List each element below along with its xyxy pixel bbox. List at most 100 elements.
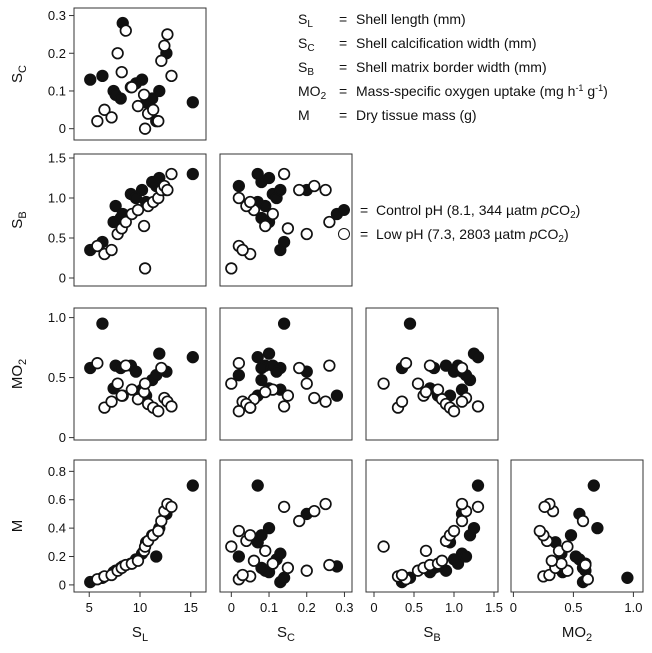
point-low-ph bbox=[119, 215, 132, 229]
panel-m-vs-mo2: 0 0.5 1.0 bbox=[510, 459, 644, 615]
point-low-ph bbox=[244, 401, 257, 414]
x-tick-label: 0.2 bbox=[298, 600, 316, 615]
y-tick-label: 0.4 bbox=[48, 521, 66, 536]
x-tick-label: 1.5 bbox=[485, 600, 503, 615]
panel-m-vs-sb: 0 0.5 1.0 1.5 bbox=[365, 459, 503, 615]
point-low-ph bbox=[147, 103, 160, 116]
point-low-ph bbox=[152, 524, 165, 538]
point-low-ph bbox=[232, 357, 246, 370]
point-low-ph bbox=[281, 561, 295, 575]
point-control bbox=[621, 571, 634, 584]
y-tick-label: 0.8 bbox=[48, 464, 66, 479]
point-control bbox=[262, 171, 276, 185]
point-low-ph bbox=[155, 54, 168, 67]
point-low-ph bbox=[161, 28, 174, 41]
point-low-ph bbox=[232, 405, 246, 418]
point-control bbox=[255, 561, 268, 575]
y-tick-label: 0 bbox=[59, 121, 66, 136]
point-low-ph bbox=[300, 564, 313, 577]
point-low-ph bbox=[225, 262, 238, 275]
point-control bbox=[186, 167, 199, 181]
legend-equals: = bbox=[360, 202, 369, 218]
x-tick-label: 0 bbox=[370, 600, 377, 615]
point-low-ph bbox=[455, 395, 469, 408]
point-control bbox=[471, 479, 485, 492]
y-tick-label: 0 bbox=[59, 271, 66, 286]
panel-mo2-vs-sc bbox=[219, 307, 353, 441]
point-low-ph bbox=[323, 558, 336, 572]
point-low-ph bbox=[225, 377, 238, 390]
point-low-ph bbox=[471, 400, 485, 413]
point-low-ph bbox=[137, 88, 151, 101]
point-low-ph bbox=[266, 557, 279, 570]
point-control bbox=[251, 479, 264, 492]
x-tick-label: 0.5 bbox=[564, 600, 582, 615]
point-low-ph bbox=[319, 183, 332, 197]
point-low-ph bbox=[377, 540, 390, 553]
y-axis-title-mo2: MO2 bbox=[9, 359, 29, 389]
definition-equals: = bbox=[339, 107, 348, 123]
point-low-ph bbox=[533, 524, 546, 538]
point-low-ph bbox=[281, 389, 295, 402]
point-low-ph bbox=[308, 504, 321, 518]
point-low-ph bbox=[319, 395, 332, 408]
point-low-ph bbox=[158, 39, 171, 52]
point-low-ph bbox=[91, 357, 104, 370]
point-low-ph bbox=[300, 227, 313, 241]
y-tick-label: 1.0 bbox=[48, 310, 66, 325]
definition-equals: = bbox=[339, 59, 348, 75]
definition-symbol: SL bbox=[298, 11, 313, 30]
point-control bbox=[270, 365, 283, 378]
y-tick-label: 0.5 bbox=[48, 231, 66, 246]
point-control bbox=[232, 550, 246, 563]
point-low-ph bbox=[165, 69, 178, 83]
definition-text: Shell length (mm) bbox=[356, 11, 466, 27]
point-low-ph bbox=[377, 377, 390, 390]
point-control bbox=[403, 317, 417, 330]
point-low-ph bbox=[300, 377, 313, 390]
y-tick-label: 0.5 bbox=[48, 370, 66, 385]
point-low-ph bbox=[581, 573, 594, 586]
y-tick-label: 1.0 bbox=[48, 191, 66, 206]
panel-frame bbox=[365, 307, 499, 441]
point-low-ph bbox=[319, 497, 332, 511]
point-low-ph bbox=[111, 47, 124, 60]
point-low-ph bbox=[259, 544, 272, 557]
point-low-ph bbox=[165, 167, 178, 181]
y-axis-title-m: M bbox=[9, 520, 26, 533]
point-low-ph bbox=[165, 500, 178, 513]
point-low-ph bbox=[395, 395, 409, 408]
treatment-legend: = Control pH (8.1, 344 µatm pCO2) = Low pH … bbox=[338, 199, 650, 245]
point-low-ph bbox=[447, 524, 461, 538]
point-control bbox=[274, 547, 287, 560]
legend-label: Control pH (8.1, 344 µatm pCO2) bbox=[376, 202, 581, 221]
point-low-ph bbox=[323, 215, 336, 229]
point-low-ph bbox=[105, 243, 118, 257]
point-low-ph bbox=[455, 361, 469, 375]
x-tick-label: 0 bbox=[228, 600, 235, 615]
point-control bbox=[471, 351, 485, 364]
point-control bbox=[591, 521, 604, 535]
x-tick-label: 0.5 bbox=[405, 600, 423, 615]
point-low-ph bbox=[131, 203, 145, 217]
point-low-ph bbox=[111, 377, 124, 390]
x-tick-label: 0.3 bbox=[335, 600, 353, 615]
point-control bbox=[129, 191, 143, 205]
point-control bbox=[186, 351, 199, 364]
point-low-ph bbox=[576, 514, 590, 528]
y-tick-label: 0 bbox=[59, 430, 66, 445]
point-low-ph bbox=[455, 514, 469, 528]
point-control bbox=[277, 235, 291, 249]
definition-symbol: SC bbox=[298, 35, 315, 54]
point-control bbox=[439, 359, 453, 372]
panel-sc-vs-sl: 0 0.1 0.2 0.3 bbox=[48, 7, 207, 141]
point-control bbox=[569, 550, 582, 563]
definition-symbol: SB bbox=[298, 59, 315, 78]
point-low-ph bbox=[125, 383, 139, 396]
point-low-ph bbox=[259, 219, 272, 233]
open-circle-marker bbox=[338, 228, 350, 240]
point-low-ph bbox=[435, 554, 449, 567]
point-control bbox=[153, 84, 166, 98]
point-low-ph bbox=[138, 262, 152, 275]
